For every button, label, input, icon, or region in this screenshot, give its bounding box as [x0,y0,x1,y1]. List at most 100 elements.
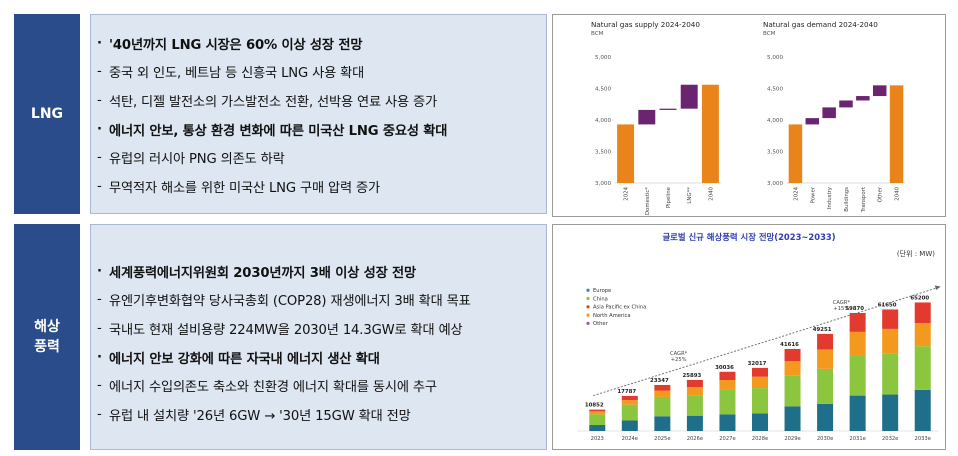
stacked-bar-segment [719,380,736,390]
stacked-bar-segment [654,416,671,431]
bullet-item: - 에너지 수입의존도 축소와 친환경 에너지 확대를 동시에 추구 [97,371,546,400]
bullet-heading: · 에너지 안보 강화에 따른 자국내 에너지 생산 확대 [97,343,546,372]
waterfall-total-bar [701,84,719,183]
stacked-bar-segment [914,389,931,431]
stacked-bar-segment [914,346,931,390]
bar-total-label: 61650 [878,302,897,308]
stacked-bar-segment [882,353,899,395]
y-tick-label: 4,000 [595,118,611,124]
x-tick-label: 2027e [719,436,735,442]
bullet-heading: · 에너지 안보, 통상 환경 변화에 따른 미국산 LNG 중요성 확대 [97,115,546,144]
stacked-bar-segment [621,395,638,401]
waterfall-total-bar [889,85,904,183]
bar-total-label: 65200 [910,295,929,301]
legend-marker [586,288,590,292]
bar-total-label: 49251 [813,327,832,333]
y-tick-label: 3,500 [767,150,783,156]
bullet-text: 석탄, 디젤 발전소의 가스발전소 전환, 선박용 연료 사용 증가 [109,94,437,110]
stacked-bar-segment [654,396,671,417]
bar-total-label: 59870 [845,306,864,312]
bullet-mark: · [97,263,102,279]
y-tick-label: 4,500 [595,87,611,93]
bar-total-label: 41616 [780,342,799,348]
bar-total-label: 30036 [715,365,734,371]
bullet-heading: · '40년까지 LNG 시장은 60% 이상 성장 전망 [97,29,546,58]
bullet-item: - 무역적자 해소를 위한 미국산 LNG 구매 압력 증가 [97,172,546,201]
y-tick-label: 3,000 [767,181,783,187]
waterfall-delta-bar [839,100,853,108]
stacked-bar-segment [589,409,606,412]
stacked-bar-segment [719,414,736,431]
stacked-bar-segment [882,309,899,329]
chart-title: Natural gas demand 2024-2040 [763,20,878,29]
bullet-mark: - [97,178,102,194]
bullet-mark: - [97,92,102,108]
stacked-bar-segment [621,420,638,431]
y-tick-label: 3,500 [595,150,611,156]
bar-total-label: 32017 [748,361,767,367]
bullet-mark: · [97,121,102,137]
x-tick-label: 2023 [591,436,604,442]
x-tick-label: Domestic* [645,187,651,215]
stacked-bar-segment [914,323,931,347]
stacked-bar-segment [719,389,736,415]
waterfall-delta-bar [659,108,677,110]
y-axis-label: BCM [591,31,604,37]
stacked-bar-segment [621,404,638,421]
y-tick-label: 4,000 [767,118,783,124]
legend-label: Other [593,321,609,327]
stacked-bar-segment [849,331,866,356]
bullet-heading: · 세계풍력에너지위원회 2030년까지 3배 이상 성장 전망 [97,257,546,286]
y-tick-label: 5,000 [767,55,783,61]
cagr-label: CAGR* [833,300,851,306]
x-tick-label: Other [878,186,884,202]
x-tick-label: 2040 [895,186,901,200]
bullet-mark: - [97,292,102,308]
bullet-item: - 중국 외 인도, 베트남 등 신흥국 LNG 사용 확대 [97,58,546,87]
stacked-bar-segment [654,390,671,397]
stacked-bar-segment [654,384,671,391]
stacked-bar-segment [784,361,801,376]
bullet-item: - 유엔기후변화협약 당사국총회 (COP28) 재생에너지 3배 확대 목표 [97,286,546,315]
cagr-label: CAGR* [670,351,688,357]
legend-label: Europe [593,288,611,294]
bullet-item: - 국내도 현재 설비용량 224MW을 2030년 14.3GW로 확대 예상 [97,314,546,343]
stacked-bar-segment [686,387,703,396]
offshore-wind-chart-panel: 글로벌 신규 해상풍력 시장 전망(2023~2033) (단위 : MW) Eur… [552,224,946,450]
bullet-text: 유럽의 러시아 PNG 의존도 하락 [109,152,285,168]
x-tick-label: 2026e [687,436,703,442]
waterfall-delta-bar [805,118,820,125]
bullet-mark: - [97,320,102,336]
bullet-text: 에너지 수입의존도 축소와 친환경 에너지 확대를 동시에 추구 [109,380,437,396]
bullet-mark: - [97,64,102,80]
y-tick-label: 5,000 [595,55,611,61]
x-tick-label: Pipeline [666,186,672,208]
stacked-bar-segment [719,371,736,381]
legend-marker [586,296,590,301]
chart-unit: (단위 : MW) [897,249,935,258]
stacked-bar-segment [621,400,638,405]
bullet-text: 에너지 안보 강화에 따른 자국내 에너지 생산 확대 [109,351,380,367]
stacked-bar-segment [849,355,866,396]
x-tick-label: 2024 [624,186,630,200]
waterfall-total-bar [617,124,635,183]
cagr-value: +25% [671,357,687,363]
x-tick-label: 2024e [622,436,638,442]
x-tick-label: 2032e [882,436,898,442]
y-axis-label: BCM [763,31,776,37]
stacked-bar-segment [914,302,931,324]
stacked-bar-segment [686,415,703,431]
x-tick-label: 2028e [752,436,768,442]
stacked-bar-segment [784,348,801,362]
x-tick-label: Transport [861,187,867,213]
trend-arrow-line [593,287,937,397]
waterfall-delta-bar [822,107,836,119]
bullet-text: 중국 외 인도, 베트남 등 신흥국 LNG 사용 확대 [109,66,365,82]
section-label-lng: LNG [14,14,80,214]
stacked-bar-segment [882,328,899,354]
bullet-text: 유럽 내 설치량 '26년 6GW → '30년 15GW 확대 전망 [109,408,411,424]
stacked-bar-segment [817,368,834,404]
bullet-mark: · [97,35,102,51]
stacked-bar-segment [817,349,834,369]
bullet-text: 세계풍력에너지위원회 2030년까지 3배 이상 성장 전망 [109,265,416,281]
